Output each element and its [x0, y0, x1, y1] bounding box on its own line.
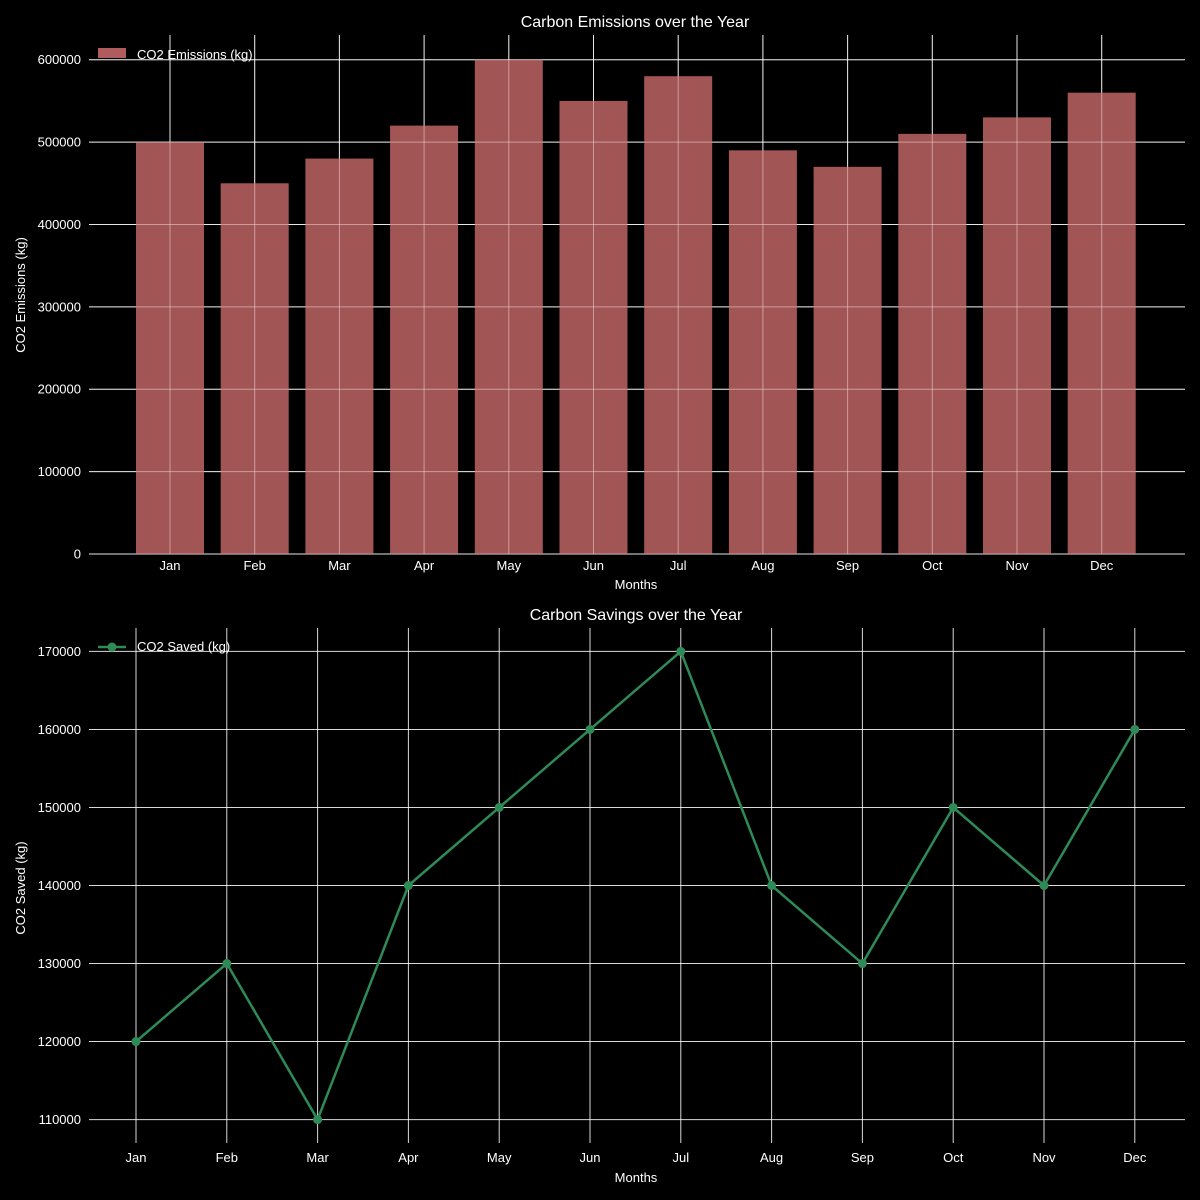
x-tick-label: Jun [583, 558, 604, 573]
legend-label: CO2 Saved (kg) [137, 639, 230, 654]
y-tick-label: 160000 [38, 722, 81, 737]
y-tick-label: 100000 [38, 464, 81, 479]
y-tick-label: 150000 [38, 800, 81, 815]
x-tick-label: Dec [1123, 1150, 1147, 1165]
data-point [1130, 724, 1140, 734]
bar [728, 150, 797, 555]
legend-swatch [98, 48, 126, 58]
bar [390, 125, 459, 554]
x-tick-label: Apr [414, 558, 435, 573]
bar [898, 133, 967, 554]
x-tick-label: Nov [1032, 1150, 1056, 1165]
grid [89, 628, 1185, 1143]
legend-marker [107, 642, 117, 652]
x-tick-label: Feb [216, 1150, 238, 1165]
line-series [131, 646, 1140, 1125]
chart-title: Carbon Savings over the Year [530, 607, 743, 624]
y-tick-label: 500000 [38, 135, 81, 150]
x-tick-label: Jan [126, 1150, 147, 1165]
data-point [1039, 881, 1049, 890]
series-line [135, 650, 1136, 1121]
y-tick-labels: 110000 120000 130000 140000 150000 160000 1700… [38, 644, 81, 1127]
bar [813, 166, 882, 555]
x-axis-label: Months [615, 1170, 658, 1185]
bar [1067, 92, 1136, 555]
data-point [948, 802, 958, 812]
bar [220, 183, 289, 555]
x-tick-label: Sep [851, 1150, 874, 1165]
data-point [131, 1037, 141, 1047]
x-tick-labels: Jan Feb Mar Apr May Jun Jul Aug Sep Oct Nov Dec [160, 558, 1114, 573]
legend-label: CO2 Emissions (kg) [137, 47, 253, 62]
bar [474, 59, 543, 554]
y-tick-label: 110000 [39, 1112, 81, 1127]
x-tick-label: Oct [922, 558, 943, 573]
data-point [494, 802, 504, 812]
x-tick-label: Sep [836, 558, 859, 573]
bar [559, 100, 628, 555]
x-tick-label: Aug [760, 1150, 783, 1165]
x-tick-label: Feb [243, 558, 265, 573]
x-tick-label: Mar [306, 1150, 329, 1165]
data-point [676, 646, 686, 656]
bars [89, 35, 1185, 555]
x-tick-label: Jun [580, 1150, 601, 1165]
y-tick-label: 300000 [38, 299, 81, 314]
y-tick-label: 600000 [38, 52, 81, 67]
y-tick-label: 200000 [38, 382, 81, 397]
bar [644, 76, 713, 554]
x-tick-label: Jul [672, 1150, 689, 1165]
bar [983, 117, 1051, 554]
x-tick-label: Nov [1005, 558, 1029, 573]
bar [136, 142, 204, 554]
bar [305, 158, 374, 555]
data-point [403, 881, 413, 890]
data-point [222, 959, 232, 969]
x-tick-label: Aug [751, 558, 774, 573]
data-point [857, 959, 867, 969]
y-axis-label: CO2 Emissions (kg) [13, 237, 28, 353]
y-axis-label: CO2 Saved (kg) [13, 841, 28, 934]
x-tick-labels: Jan Feb Mar Apr May Jun Jul Aug Sep Oct Nov Dec [126, 1150, 1147, 1165]
x-tick-label: Jan [160, 558, 181, 573]
x-tick-label: May [497, 558, 522, 573]
x-tick-label: Dec [1090, 558, 1114, 573]
y-tick-label: 170000 [38, 644, 81, 659]
x-tick-label: May [487, 1150, 512, 1165]
data-point [313, 1115, 323, 1125]
chart-title: Carbon Emissions over the Year [521, 14, 750, 31]
savings-line-chart: Carbon Savings over the Year Jan Feb Mar Ap… [13, 607, 1185, 1185]
x-tick-label: Mar [328, 558, 351, 573]
data-point [585, 724, 595, 734]
legend: CO2 Saved (kg) [98, 639, 230, 654]
y-tick-label: 120000 [38, 1034, 81, 1049]
x-tick-label: Apr [398, 1150, 419, 1165]
x-tick-label: Oct [943, 1150, 964, 1165]
y-tick-label: 0 [74, 547, 81, 562]
y-tick-labels: 0 100000 200000 300000 400000 500000 600000 [38, 52, 81, 561]
x-axis-label: Months [615, 577, 658, 592]
y-tick-label: 400000 [38, 217, 81, 232]
x-tick-label: Jul [670, 558, 687, 573]
legend: CO2 Emissions (kg) [98, 47, 253, 62]
y-tick-label: 140000 [38, 878, 81, 893]
emissions-bar-chart: Carbon Emissions over the Year Jan Feb Mar… [13, 14, 1185, 592]
y-tick-label: 130000 [38, 956, 81, 971]
data-point [767, 881, 777, 890]
